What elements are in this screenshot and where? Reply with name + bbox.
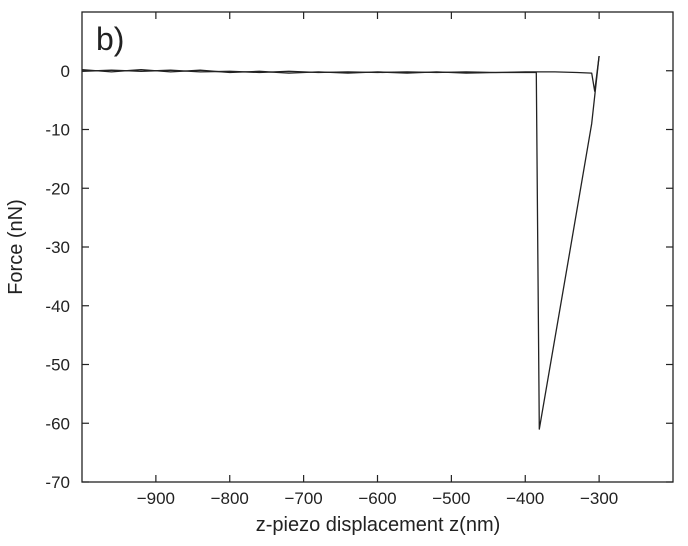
series-layer: [81, 56, 600, 430]
x-tick-label: −600: [358, 489, 396, 508]
series-line-1: [81, 56, 600, 92]
y-axis-title: Force (nN): [5, 199, 27, 295]
x-tick-label: −800: [211, 489, 249, 508]
x-tick-label: −700: [284, 489, 322, 508]
y-tick-label: -70: [45, 473, 70, 492]
y-tick-label: -30: [45, 238, 70, 257]
plot-frame: [81, 11, 674, 483]
x-axis: −900 −800 −700 −600 −500 −400 −300: [137, 12, 618, 508]
x-tick-label: −300: [580, 489, 618, 508]
x-tick-label: −500: [432, 489, 470, 508]
x-tick-label: −900: [137, 489, 175, 508]
series-line-2: [81, 56, 600, 430]
y-tick-label: -60: [45, 414, 70, 433]
y-axis: 0 -10 -20 -30 -40 -50 -60 -70: [45, 62, 673, 492]
panel-label: b): [96, 21, 124, 57]
x-tick-label: −400: [506, 489, 544, 508]
y-tick-label: -20: [45, 179, 70, 198]
x-axis-title: z-piezo displacement z(nm): [256, 514, 501, 536]
y-tick-label: -50: [45, 356, 70, 375]
y-tick-label: 0: [61, 62, 70, 81]
y-tick-label: -10: [45, 121, 70, 140]
y-tick-label: -40: [45, 297, 70, 316]
